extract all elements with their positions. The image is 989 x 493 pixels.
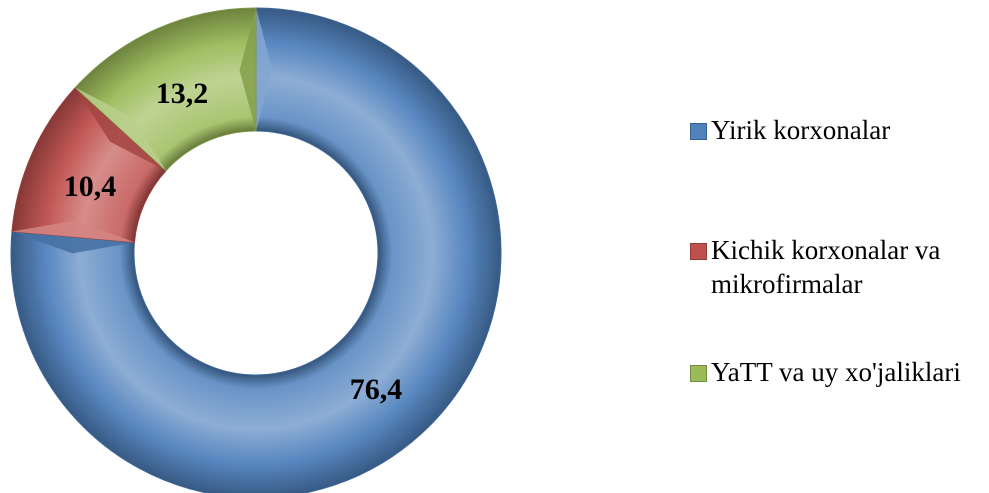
legend-label: Yirik korxonalar [711, 115, 891, 145]
slice-bevel-kichik-korxonalar [11, 220, 135, 243]
slice-yatt [74, 7, 257, 172]
legend-item-yirik-korxonalar: Yirik korxonalar [690, 113, 981, 147]
slice-bevel-yatt [75, 87, 167, 171]
slice-bevel-yatt [239, 8, 256, 131]
doughnut-chart: 76,4 10,4 13,2 [10, 7, 502, 493]
legend-swatch [690, 365, 707, 382]
data-label-yatt: 13,2 [156, 77, 209, 110]
data-label-kichik-korxonalar: 10,4 [64, 170, 117, 203]
data-label-yirik-korxonalar: 76,4 [350, 373, 403, 406]
slice-yirik-korxonalar [10, 7, 502, 493]
chart-slices [10, 7, 502, 493]
legend-item-yatt: YaTT va uy xo'jaliklari [690, 355, 981, 389]
slice-bevel-yirik-korxonalar [256, 8, 273, 131]
legend-swatch [690, 123, 707, 140]
legend-label: YaTT va uy xo'jaliklari [711, 357, 961, 387]
legend-label: Kichik korxonalar va mikrofirmalar [711, 235, 941, 299]
legend-swatch [690, 243, 707, 260]
slice-bevel-yirik-korxonalar [11, 231, 135, 254]
legend-item-kichik-korxonalar: Kichik korxonalar va mikrofirmalar [690, 233, 981, 301]
chart-data-labels: 76,4 10,4 13,2 [64, 77, 403, 406]
